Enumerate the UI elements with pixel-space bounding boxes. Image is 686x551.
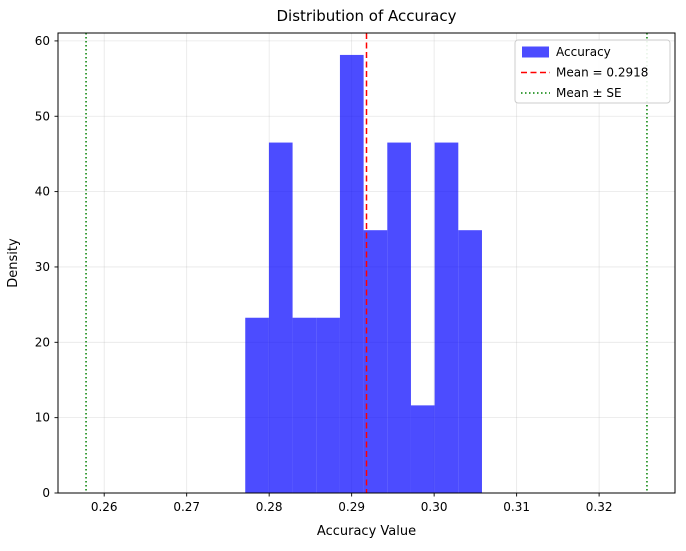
chart-title: Distribution of Accuracy xyxy=(277,7,457,25)
x-axis-ticks: 0.26 0.27 0.28 0.29 0.30 0.31 0.32 xyxy=(91,493,613,514)
se-lines xyxy=(85,33,648,493)
histogram-bar xyxy=(245,317,269,493)
histogram-bar xyxy=(434,142,459,493)
y-axis-label: Density xyxy=(6,238,21,288)
x-tick-label: 0.31 xyxy=(503,500,530,514)
y-axis-ticks: 0 10 20 30 40 50 60 xyxy=(35,34,58,500)
histogram-bar xyxy=(410,405,435,493)
x-tick-label: 0.29 xyxy=(338,500,365,514)
histogram-bars xyxy=(245,54,482,494)
y-tick-label: 60 xyxy=(35,34,50,48)
legend-label: Mean ± SE xyxy=(556,86,622,100)
y-tick-label: 20 xyxy=(35,335,50,349)
x-tick-label: 0.26 xyxy=(91,500,118,514)
histogram-bar xyxy=(292,317,317,493)
x-tick-label: 0.28 xyxy=(256,500,283,514)
histogram-bar xyxy=(387,142,411,493)
x-tick-label: 0.32 xyxy=(586,500,613,514)
legend-label: Mean = 0.2918 xyxy=(556,66,648,80)
y-tick-label: 40 xyxy=(35,185,50,199)
histogram-bar xyxy=(363,230,388,493)
y-tick-label: 30 xyxy=(35,260,50,274)
histogram-bar xyxy=(316,317,340,493)
x-tick-label: 0.27 xyxy=(173,500,200,514)
histogram-bar xyxy=(339,54,364,494)
y-tick-label: 0 xyxy=(42,486,50,500)
legend-swatch-accuracy xyxy=(522,46,549,58)
axes-spines xyxy=(57,32,676,494)
histogram-bar xyxy=(268,142,293,493)
histogram-bar xyxy=(458,230,482,493)
y-tick-label: 50 xyxy=(35,109,50,123)
x-axis-label: Accuracy Value xyxy=(317,524,416,539)
x-tick-label: 0.30 xyxy=(421,500,448,514)
plot-border xyxy=(57,32,676,494)
y-tick-label: 10 xyxy=(35,411,50,425)
legend-box xyxy=(514,39,671,104)
legend: Accuracy Mean = 0.2918 Mean ± SE xyxy=(514,39,671,104)
legend-label: Accuracy xyxy=(556,45,611,59)
